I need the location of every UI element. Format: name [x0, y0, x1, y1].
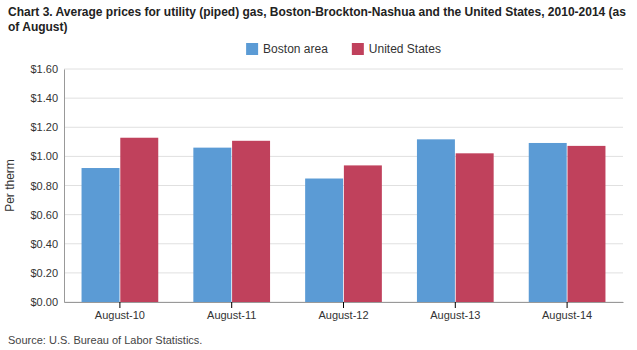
- bar: [344, 165, 382, 302]
- y-tick: $0.80: [30, 180, 64, 192]
- title-line: of August): [8, 20, 68, 34]
- bar: [417, 139, 455, 302]
- x-tick-label: August-12: [318, 309, 368, 321]
- y-tick: $0.20: [30, 267, 64, 279]
- x-tick: August-13: [430, 302, 480, 321]
- y-tick: $1.40: [30, 92, 64, 104]
- x-tick: August-14: [542, 302, 592, 321]
- bar: [193, 148, 231, 302]
- bar: [456, 153, 494, 302]
- grid: [64, 69, 623, 302]
- y-axis-line: [64, 70, 65, 303]
- legend-label: Boston area: [263, 42, 328, 56]
- legend-swatch: [352, 43, 364, 55]
- legend-item: Boston area: [246, 42, 328, 56]
- y-tick-label: $1.60: [30, 63, 58, 75]
- bars: [82, 138, 606, 302]
- legend-label: United States: [369, 42, 441, 56]
- x-tick: August-12: [318, 302, 368, 321]
- bar: [305, 179, 343, 302]
- y-axis: $0.00 $0.20 $0.40 $0.60 $0.80 $1.00 $1.20 $1.40…: [30, 63, 64, 308]
- bar: [82, 168, 120, 302]
- x-tick-label: August-13: [430, 309, 480, 321]
- source-note: Source: U.S. Bureau of Labor Statistics.: [8, 334, 202, 346]
- y-axis-title: Per therm: [3, 159, 17, 212]
- y-tick-label: $1.00: [30, 150, 58, 162]
- bar: [567, 146, 605, 302]
- y-tick-label: $0.00: [30, 296, 58, 308]
- grid-line: [64, 127, 623, 128]
- grid-line: [64, 98, 623, 99]
- x-tick-mark: [119, 302, 120, 308]
- y-tick: $0.60: [30, 209, 64, 221]
- x-tick: August-11: [207, 302, 256, 321]
- x-tick-mark: [455, 302, 456, 308]
- x-tick-mark: [231, 302, 232, 308]
- y-tick-label: $1.40: [30, 92, 58, 104]
- y-tick: $1.00: [30, 150, 64, 162]
- x-axis: August-10 August-11 August-12 August-13 Augu…: [65, 302, 624, 321]
- y-tick-label: $0.40: [30, 238, 58, 250]
- y-tick: $0.00: [30, 296, 64, 308]
- legend-swatch: [246, 43, 258, 55]
- x-tick-mark: [343, 302, 344, 308]
- bar: [232, 141, 270, 302]
- legend: Boston area United States: [246, 42, 441, 56]
- y-tick-label: $1.20: [30, 121, 58, 133]
- x-tick-label: August-11: [207, 309, 256, 321]
- y-tick: $1.60: [30, 63, 64, 75]
- legend-item: United States: [352, 42, 441, 56]
- bar: [120, 138, 158, 302]
- y-tick: $1.20: [30, 121, 64, 133]
- x-tick-mark: [567, 302, 568, 308]
- x-tick-label: August-10: [95, 309, 145, 321]
- bar: [529, 143, 567, 302]
- plot: $0.00 $0.20 $0.40 $0.60 $0.80 $1.00 $1.20 $1.40…: [30, 63, 623, 321]
- chart: Chart 3. Average prices for utility (pip…: [0, 0, 637, 350]
- bar-series: [120, 138, 605, 302]
- y-tick-label: $0.60: [30, 209, 58, 221]
- y-tick: $0.40: [30, 238, 64, 250]
- x-tick-label: August-14: [542, 309, 592, 321]
- title-line: Chart 3. Average prices for utility (pip…: [8, 5, 629, 19]
- y-tick-label: $0.80: [30, 180, 58, 192]
- grid-line: [64, 69, 623, 70]
- title: Chart 3. Average prices for utility (pip…: [8, 5, 629, 34]
- y-tick-label: $0.20: [30, 267, 58, 279]
- x-tick: August-10: [95, 302, 145, 321]
